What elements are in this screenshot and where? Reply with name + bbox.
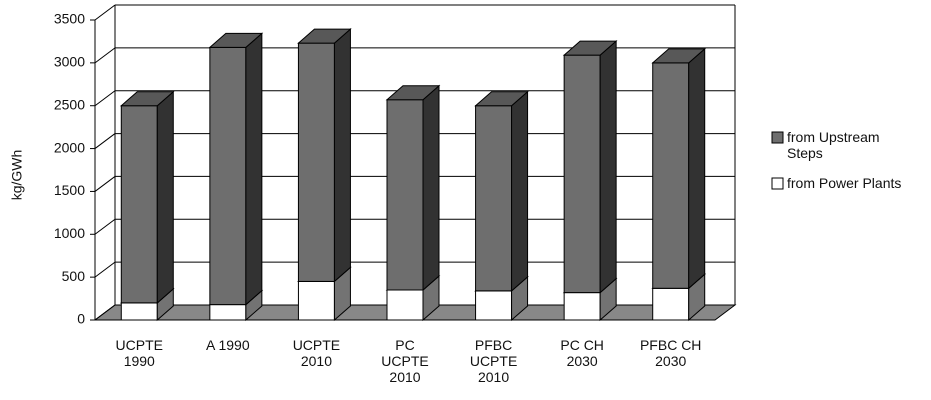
bar-top [562,40,618,56]
bar-side [599,40,617,294]
grid-line [94,4,116,21]
bar-side [245,32,263,306]
bar-side [333,28,351,283]
bar-segment [297,280,335,321]
legend-swatch [771,177,784,190]
bar-side [688,47,706,290]
grid-line [94,218,116,235]
bar-segment [120,105,158,304]
bar-segment [386,289,424,321]
grid-line [94,90,116,107]
x-tick-label: UCPTE 2010 [292,337,341,369]
bar-top [385,85,441,101]
y-tick-label: 1000 [54,225,85,241]
y-tick-label: 3500 [54,11,85,27]
bar-segment [652,62,690,289]
bar-top [119,91,175,107]
legend-label: from Upstream Steps [787,129,880,161]
bar-segment [475,290,513,321]
legend-label: from Power Plants [787,175,902,191]
bar-segment [209,304,247,321]
bar-top [208,32,264,48]
bar-segment [563,292,601,321]
x-tick-label: A 1990 [206,337,250,353]
y-tick-label: 0 [77,311,85,327]
y-tick-label: 2500 [54,96,85,112]
y-tick-label: 500 [62,268,86,284]
grid-line [94,261,116,278]
x-tick-label: PC CH 2030 [560,337,604,369]
bar-segment [297,42,335,282]
x-tick-label: PFBC CH 2030 [639,337,702,369]
bar-side [156,90,174,304]
bar-top [474,91,529,107]
bar-segment [209,46,247,306]
bar-segment [386,99,424,291]
grid-line [94,176,116,192]
bar-segment [563,54,601,294]
bar-side [422,84,440,292]
grid-line [94,47,116,64]
y-tick-label: 1500 [54,182,85,198]
y-axis-label: kg/GWh [9,150,25,201]
bar-segment [475,105,513,292]
y-tick-label: 3000 [54,54,85,70]
y-tick-label: 2000 [54,139,85,155]
grid-line [94,133,116,149]
legend-swatch [771,131,784,144]
bar-top [651,48,707,64]
x-tick-label: UCPTE 1990 [115,337,163,369]
bar-segment [652,287,690,321]
bar-segment [120,302,158,321]
x-tick-label: PC UCPTE 2010 [381,337,429,385]
x-tick-label: PFBC UCPTE 2010 [469,337,518,385]
bar-top [297,28,352,44]
grid-line [94,304,116,321]
bar-side [511,90,529,292]
